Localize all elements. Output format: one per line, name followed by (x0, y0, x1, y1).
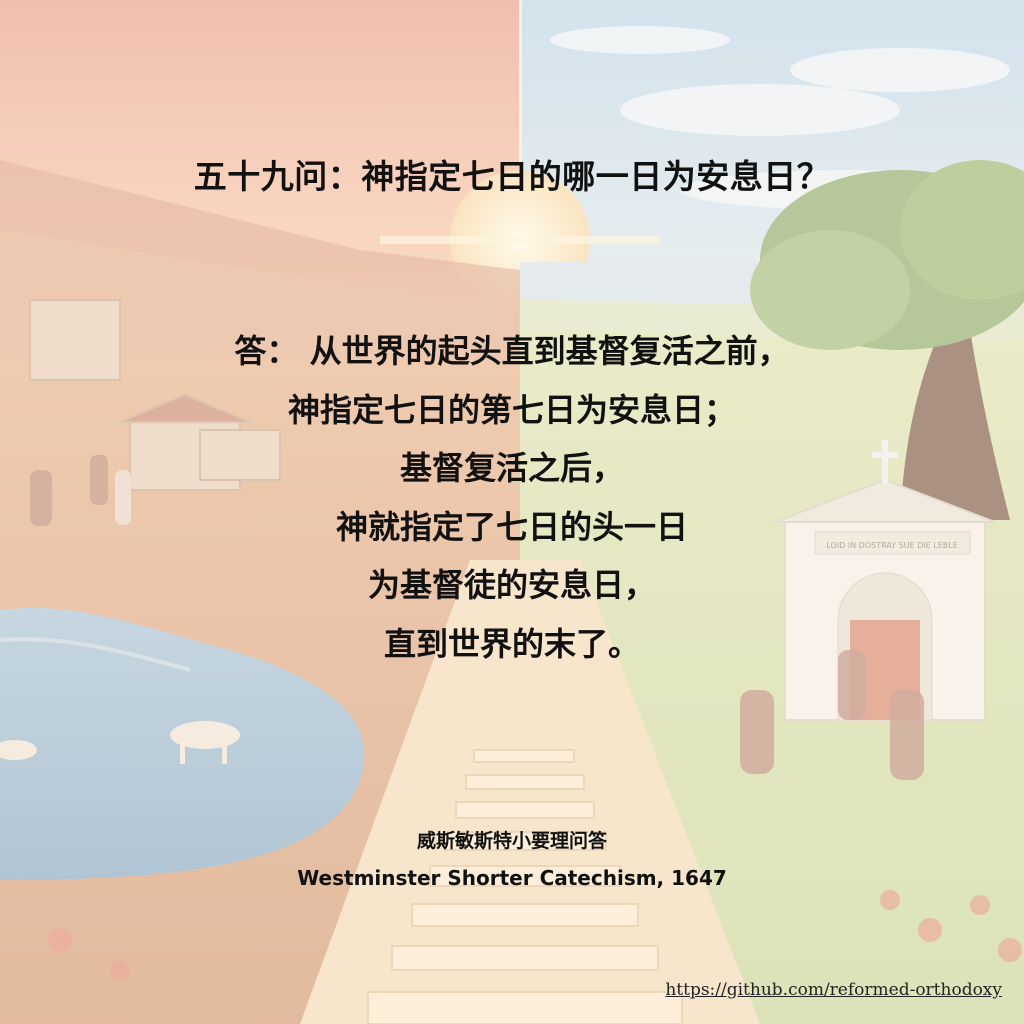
answer-line: 基督复活之后， (399, 449, 624, 487)
source-chinese: 威斯敏斯特小要理问答 (416, 830, 607, 852)
sheep (0, 721, 240, 764)
source-english: Westminster Shorter Catechism, 1647 (297, 866, 727, 890)
figures (30, 455, 924, 780)
answer-line: 为基督徒的安息日， (367, 566, 656, 604)
answer-line: 神就指定了七日的头一日 (335, 507, 688, 546)
question-heading: 五十九问：神指定七日的哪一日为安息日？ (193, 157, 831, 196)
answer-line: 神指定七日的第七日为安息日； (287, 390, 736, 429)
tree (750, 160, 1024, 520)
village-houses (29, 299, 281, 491)
stairs (367, 749, 683, 1024)
flowers (48, 890, 1022, 980)
github-link[interactable]: https://github.com/reformed-orthodoxy (665, 980, 1002, 1000)
answer-text: 答： 从世界的起头直到基督复活之前， 神指定七日的第七日为安息日； 基督复活之后… (0, 322, 1024, 673)
answer-line: 答： 从世界的起头直到基督复活之前， (234, 332, 790, 370)
church-sign: LOID IN DOSTRAY SUE DIE LEBLE (826, 541, 958, 550)
answer-line: 直到世界的末了。 (383, 624, 640, 663)
